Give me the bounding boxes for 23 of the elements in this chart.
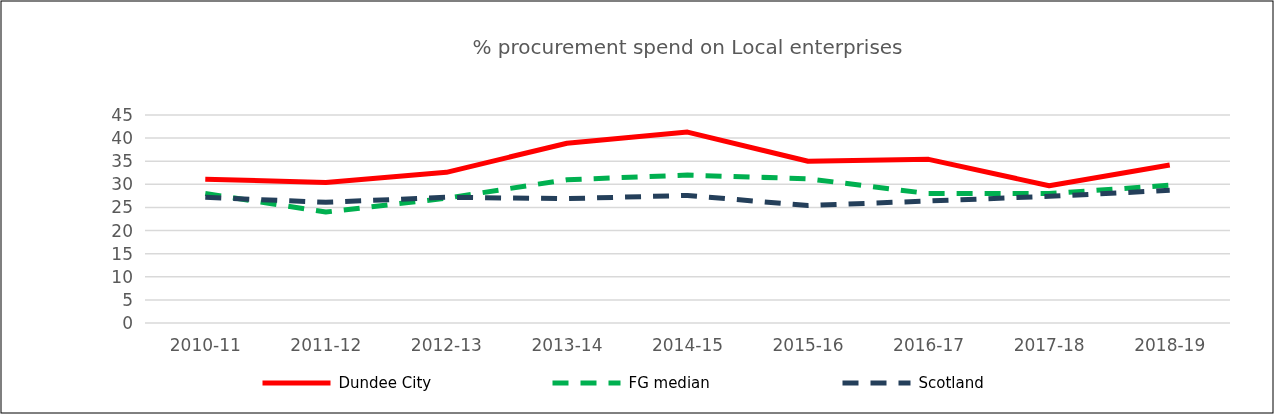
x-tick-label: 2014-15 [651,335,724,355]
legend-label: FG median [628,374,710,393]
x-tick-label: 2017-18 [1013,335,1085,355]
y-tick-label: 5 [122,289,133,310]
y-tick-label: 20 [111,220,133,241]
y-tick-label: 0 [122,312,133,333]
x-tick-label: 2018-19 [1134,335,1206,355]
x-tick-label: 2013-14 [531,335,603,355]
x-tick-label: 2010-11 [169,335,241,355]
legend-label: Dundee City [338,374,432,393]
x-tick-label: 2016-17 [893,335,965,355]
y-tick-label: 30 [111,174,133,195]
y-tick-label: 10 [111,266,133,287]
y-tick-label: 25 [111,197,133,218]
chart-title: % procurement spend on Local enterprises [472,35,903,59]
y-tick-label: 40 [111,128,133,149]
x-tick-label: 2011-12 [290,335,362,355]
x-tick-label: 2015-16 [772,335,844,355]
y-tick-label: 35 [111,151,133,172]
x-tick-label: 2012-13 [410,335,482,355]
y-tick-label: 45 [111,104,133,125]
legend-label: Scotland [918,374,984,393]
y-tick-label: 15 [111,243,133,264]
